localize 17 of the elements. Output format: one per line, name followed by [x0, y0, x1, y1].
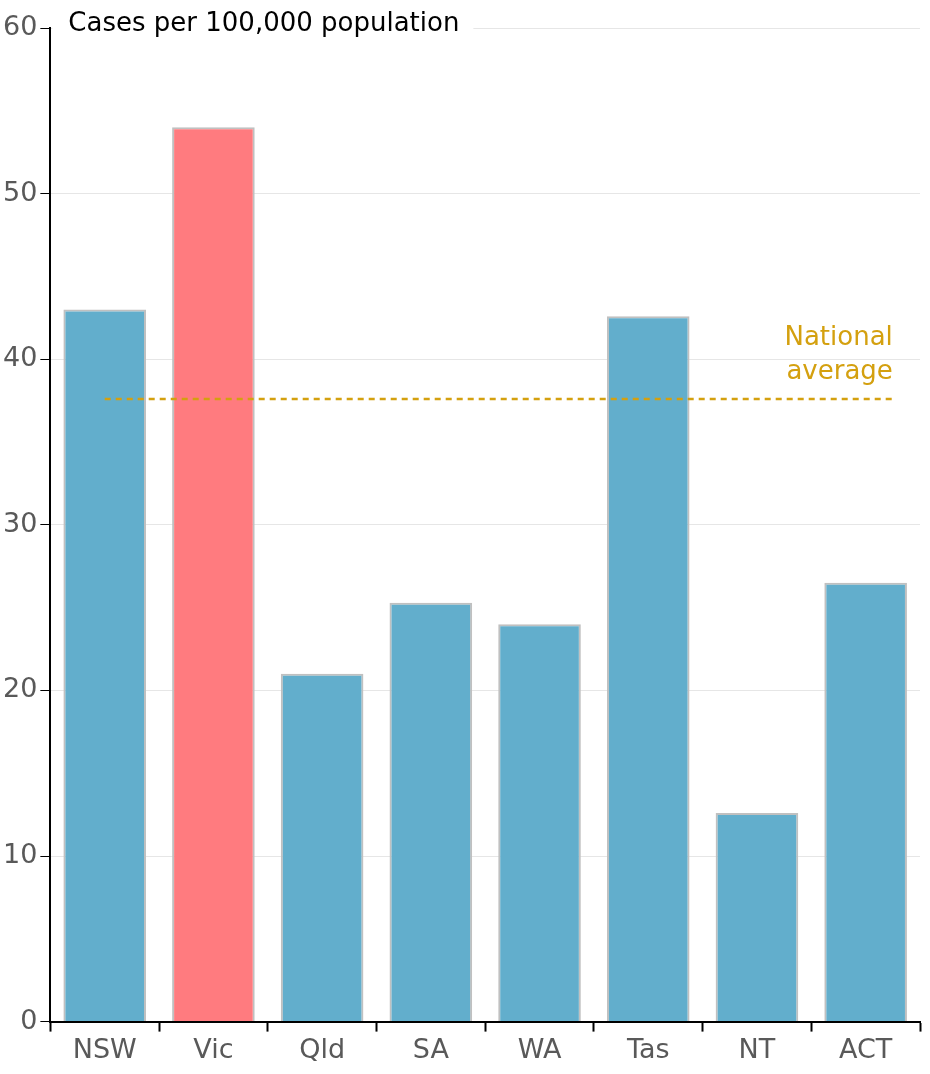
x-tick-label: ACT: [838, 1032, 893, 1064]
x-tick-label: NT: [738, 1032, 776, 1064]
y-tick-label: 50: [3, 175, 38, 207]
ref-line-label: National average: [784, 320, 893, 385]
y-tick-label: 10: [3, 838, 38, 870]
y-tick-label: 0: [20, 1003, 38, 1035]
x-tick-label: Vic: [193, 1032, 234, 1064]
y-tick-label: 30: [3, 506, 38, 538]
x-tick-label: WA: [517, 1032, 562, 1064]
y-tick-label: 20: [3, 672, 38, 704]
x-tick-label: Tas: [625, 1032, 670, 1064]
x-tick-label: NSW: [72, 1032, 137, 1064]
y-tick-label: 40: [3, 341, 38, 373]
y-axis-title: Cases per 100,000 population: [68, 6, 460, 37]
x-tick-label: SA: [412, 1032, 450, 1064]
y-tick-label: 60: [3, 10, 38, 42]
x-tick-label: Qld: [299, 1032, 346, 1064]
